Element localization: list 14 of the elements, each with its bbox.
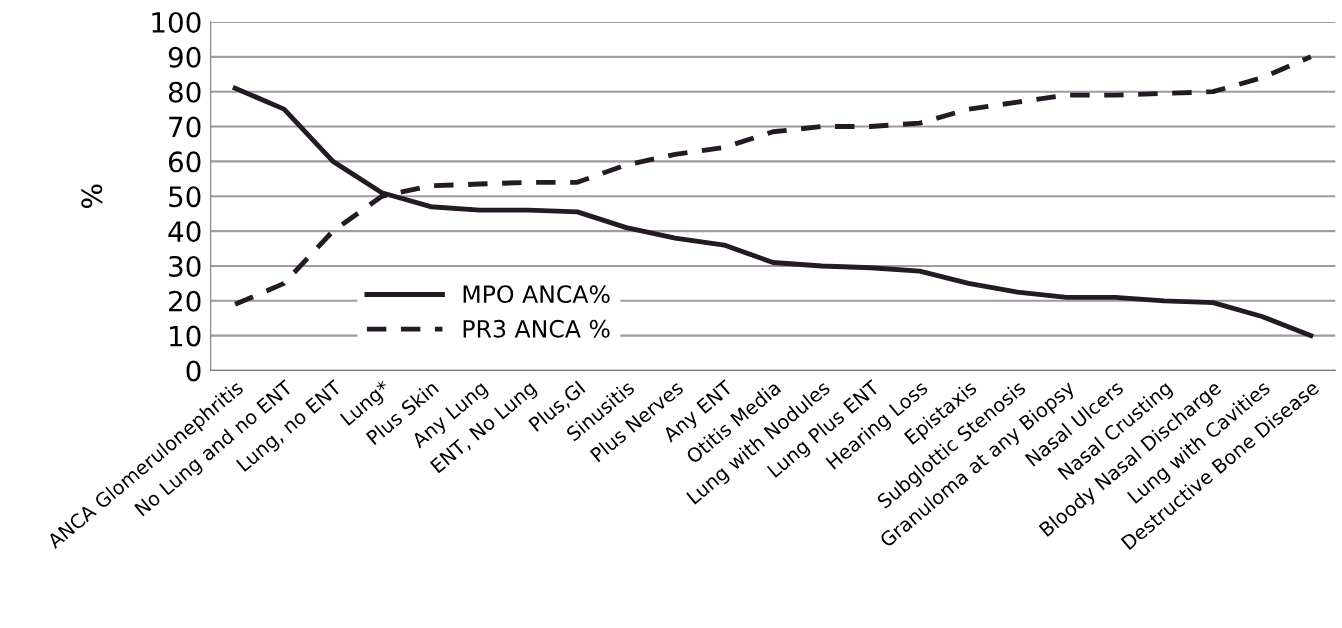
y-tick-label: 50 (169, 186, 201, 208)
y-axis-title: % (81, 184, 103, 208)
y-tick-label: 10 (170, 325, 201, 347)
y-tick-label: 80 (168, 81, 201, 103)
y-tick-label: 0 (186, 360, 201, 382)
legend-label: PR3 ANCA % (463, 319, 610, 338)
y-tick-label: 100 (152, 11, 201, 33)
y-tick-label: 30 (169, 255, 201, 277)
legend-label: MPO ANCA% (463, 285, 610, 304)
y-tick-label: 70 (169, 116, 201, 138)
y-tick-label: 90 (168, 46, 201, 68)
y-tick-label: 20 (169, 290, 201, 312)
y-tick-label: 40 (168, 221, 201, 243)
y-tick-label: 60 (168, 151, 201, 173)
